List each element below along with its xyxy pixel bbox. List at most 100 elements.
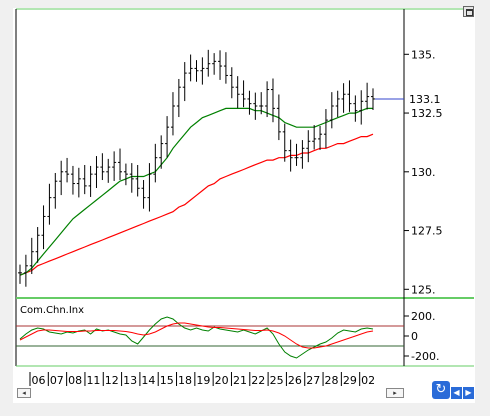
x-tick-label: 12 [105, 374, 119, 387]
price-bar [212, 53, 217, 75]
refresh-icon[interactable]: ↻ [432, 381, 450, 399]
price-bar [353, 95, 358, 122]
price-bar [288, 139, 293, 172]
price-bar [47, 183, 52, 225]
price-bar [170, 92, 175, 136]
price-bar [335, 90, 340, 118]
x-tick-label: 22 [251, 374, 265, 387]
x-tick-label: 29 [343, 374, 357, 387]
price-bar [341, 83, 346, 113]
x-tick-label: 07 [50, 374, 64, 387]
x-tick-label: 21 [233, 374, 247, 387]
chart-canvas [13, 8, 475, 403]
x-tick-label: 20 [215, 374, 229, 387]
price-bar [53, 172, 58, 209]
price-bar [300, 140, 305, 169]
indicator-line [19, 322, 374, 349]
price-bar [65, 157, 70, 183]
x-tick-label: 27 [306, 374, 320, 387]
price-bar [270, 78, 275, 123]
price-panel: 135. 132.5 130. 127.5 125. 133.1 [18, 48, 443, 296]
price-bar [194, 60, 199, 82]
pan-left-icon[interactable]: ◀ [451, 387, 462, 399]
x-tick-label: 15 [160, 374, 174, 387]
price-bar [182, 62, 187, 102]
price-bar [206, 49, 211, 77]
price-bar [147, 163, 152, 212]
x-tick-label: 06 [32, 374, 46, 387]
price-bar [200, 57, 205, 85]
price-bar [118, 148, 123, 181]
y-tick-label: 125. [411, 283, 436, 296]
indicator-tick-label: 0 [411, 330, 418, 343]
price-bar [306, 130, 311, 163]
price-bar [247, 90, 252, 115]
price-bar [23, 254, 28, 287]
price-bar [253, 92, 258, 120]
scroll-right-button[interactable]: ▸ [386, 388, 404, 398]
indicator-panel: 200. 0 -200. [16, 310, 439, 363]
price-bar [112, 151, 117, 181]
x-tick-label: 13 [123, 374, 137, 387]
price-bar [82, 164, 87, 195]
y-tick-label: 132.5 [411, 107, 443, 120]
price-bar [76, 167, 81, 198]
x-tick-label: 18 [178, 374, 192, 387]
price-bar [135, 164, 140, 197]
x-tick-label: 11 [86, 374, 100, 387]
price-bar [153, 143, 158, 183]
price-bar [70, 165, 75, 195]
price-bar [218, 50, 223, 80]
price-bar [35, 227, 40, 263]
price-bar [141, 180, 146, 209]
price-bar [318, 125, 323, 150]
price-bar [241, 80, 246, 108]
x-tick-label: 19 [196, 374, 210, 387]
price-bar [294, 143, 299, 166]
price-bar [359, 90, 364, 125]
x-tick-label: 02 [361, 374, 375, 387]
price-bar [123, 163, 128, 186]
indicator-title: Com.Chn.Inx [20, 305, 84, 316]
indicator-tick-label: 200. [411, 310, 436, 323]
indicator-tick-label: -200. [411, 350, 439, 363]
last-value-label: 133.1 [409, 93, 441, 106]
price-bar [259, 92, 264, 115]
price-bar [59, 160, 64, 196]
y-tick-label: 127.5 [411, 225, 443, 238]
price-bar [365, 82, 370, 110]
scroll-left-button[interactable]: ◂ [17, 388, 31, 398]
price-bar [100, 153, 105, 181]
maximize-icon[interactable] [463, 6, 474, 17]
price-bar [265, 81, 270, 118]
price-bar [18, 264, 22, 284]
price-bar [229, 67, 234, 99]
x-tick-label: 28 [325, 374, 339, 387]
price-bar [29, 237, 34, 275]
price-bar [106, 158, 111, 183]
price-bar [282, 123, 287, 162]
price-bar [159, 135, 164, 169]
price-bar [235, 76, 240, 109]
moving-average-line [19, 133, 374, 276]
x-tick-label: 14 [141, 374, 155, 387]
x-axis: 06 07 08 11 12 13 14 15 18 19 20 21 22 25 26 27 28 29 02 [29, 372, 375, 387]
x-tick-label: 25 [270, 374, 284, 387]
price-bar [165, 116, 170, 158]
x-tick-label: 08 [68, 374, 82, 387]
price-bar [312, 125, 317, 150]
price-bar [371, 88, 375, 110]
price-bar [88, 165, 93, 197]
x-tick-label: 26 [288, 374, 302, 387]
price-bar [347, 80, 352, 112]
price-bar [41, 205, 46, 250]
price-bar [188, 54, 193, 82]
pan-right-icon[interactable]: ▶ [463, 387, 474, 399]
price-bar [94, 156, 99, 189]
price-bar [329, 92, 334, 129]
price-bar [276, 94, 281, 141]
price-bar [223, 52, 228, 84]
y-tick-label: 130. [411, 166, 436, 179]
y-tick-label: 135. [411, 48, 436, 61]
